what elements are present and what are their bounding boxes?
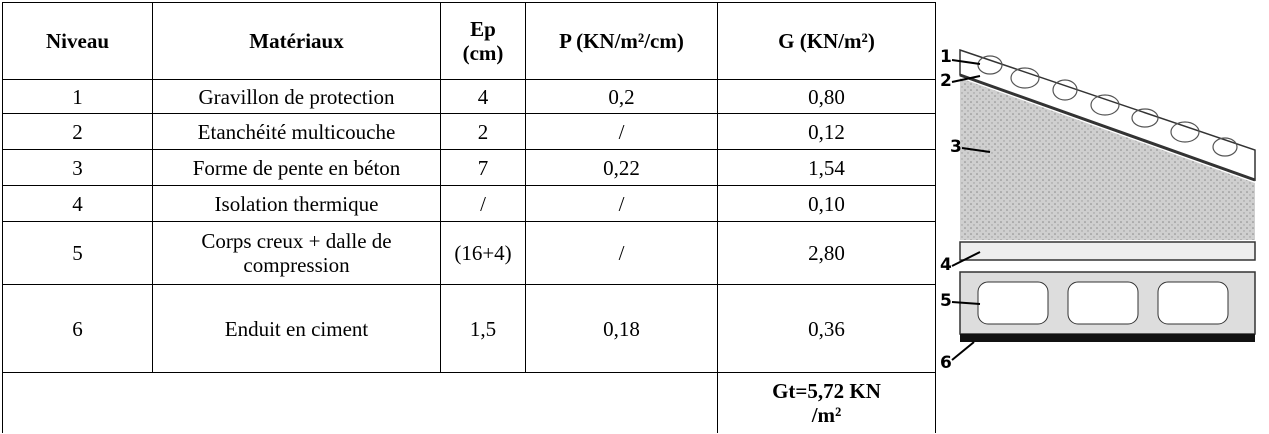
table-cell: 7: [441, 150, 526, 186]
layer-label: 3: [950, 137, 962, 157]
table-cell: 3: [3, 150, 153, 186]
layer-label: 2: [940, 71, 952, 91]
layer-label: 5: [940, 291, 952, 311]
table-cell: Isolation thermique: [153, 186, 441, 222]
total-cell: Gt=5,72 KN /m²: [718, 373, 936, 434]
table-cell: Etanchéité multicouche: [153, 114, 441, 150]
header-cell: Niveau: [3, 3, 153, 80]
table-cell: 5: [3, 222, 153, 285]
header-cell: Ep (cm): [441, 3, 526, 80]
table-cell: 0,10: [718, 186, 936, 222]
table-cell: 1,54: [718, 150, 936, 186]
table-cell: /: [526, 114, 718, 150]
table-cell: 0,36: [718, 285, 936, 373]
header-cell: Matériaux: [153, 3, 441, 80]
table-cell: 2: [3, 114, 153, 150]
header-text: Ep (cm): [453, 17, 513, 65]
table-cell: 0,2: [526, 80, 718, 114]
total-text: Gt=5,72 KN /m²: [757, 379, 897, 427]
table-cell: 1,5: [441, 285, 526, 373]
table-cell: Enduit en ciment: [153, 285, 441, 373]
table-cell: /: [526, 222, 718, 285]
table-cell: 1: [3, 80, 153, 114]
table-cell: Forme de pente en béton: [153, 150, 441, 186]
table-cell: 0,12: [718, 114, 936, 150]
blank-cell: [3, 373, 718, 434]
table-cell: Corps creux + dalle de compression: [153, 222, 441, 285]
table-cell: 0,80: [718, 80, 936, 114]
roof-diagram: 1 2 3 4 5 6: [940, 40, 1265, 430]
table-cell: 0,18: [526, 285, 718, 373]
header-text: P (KN/m²/cm): [559, 29, 684, 53]
table-cell: (16+4): [441, 222, 526, 285]
table-cell: 6: [3, 285, 153, 373]
table-cell: 4: [3, 186, 153, 222]
table-cell: Gravillon de protection: [153, 80, 441, 114]
header-cell: P (KN/m²/cm): [526, 3, 718, 80]
layer-label: 4: [940, 255, 952, 275]
plaster: [960, 334, 1255, 342]
page: Niveau Matériaux Ep (cm) P (KN/m²/cm) G …: [0, 0, 1269, 434]
load-table: Niveau Matériaux Ep (cm) P (KN/m²/cm) G …: [2, 2, 936, 433]
table-cell: /: [526, 186, 718, 222]
table-cell: 4: [441, 80, 526, 114]
layer-label: 6: [940, 353, 952, 373]
insulation: [960, 242, 1255, 260]
table-cell: 2: [441, 114, 526, 150]
table-cell: /: [441, 186, 526, 222]
header-cell: G (KN/m²): [718, 3, 936, 80]
table-cell: 2,80: [718, 222, 936, 285]
table-cell: 0,22: [526, 150, 718, 186]
layer-label: 1: [940, 47, 952, 67]
